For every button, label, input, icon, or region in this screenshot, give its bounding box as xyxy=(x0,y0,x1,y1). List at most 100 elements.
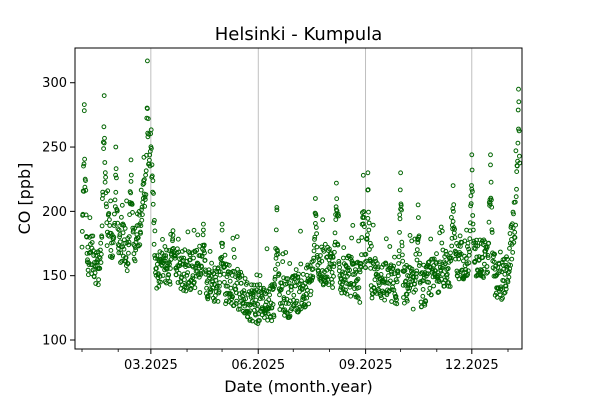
data-point xyxy=(122,226,128,231)
data-point xyxy=(436,279,442,285)
data-point xyxy=(414,247,420,253)
data-point xyxy=(101,124,107,130)
data-point xyxy=(266,297,272,303)
data-point xyxy=(82,156,87,162)
y-axis-label: CO [ppb] xyxy=(15,163,34,235)
data-point xyxy=(103,201,109,207)
data-point xyxy=(435,273,441,278)
data-point xyxy=(311,258,316,264)
data-point xyxy=(270,302,276,307)
data-point xyxy=(428,292,434,298)
data-point xyxy=(167,261,172,267)
data-point xyxy=(475,243,481,249)
data-point xyxy=(216,289,222,294)
data-point xyxy=(294,279,299,285)
data-point xyxy=(366,209,371,215)
data-point xyxy=(131,251,137,257)
data-point xyxy=(132,258,138,264)
data-point xyxy=(200,232,206,238)
data-point xyxy=(488,152,493,158)
data-point xyxy=(139,207,144,213)
data-point xyxy=(417,251,423,257)
data-point xyxy=(245,292,251,297)
data-point xyxy=(119,202,125,208)
data-point xyxy=(151,191,156,196)
data-point xyxy=(497,292,503,298)
data-point xyxy=(283,301,289,306)
x-axis-label: Date (month.year) xyxy=(224,377,373,396)
data-point xyxy=(468,220,473,226)
data-point xyxy=(158,279,163,285)
data-point xyxy=(491,254,496,260)
data-point xyxy=(241,297,247,302)
data-point xyxy=(508,262,514,268)
data-point xyxy=(107,217,112,223)
data-point xyxy=(481,266,487,272)
data-point xyxy=(463,267,469,273)
data-point xyxy=(331,261,337,267)
data-point xyxy=(309,267,315,273)
data-point xyxy=(99,223,105,229)
data-point xyxy=(310,274,316,280)
data-point xyxy=(127,212,133,218)
data-point xyxy=(241,288,247,294)
data-point xyxy=(271,314,277,320)
data-point xyxy=(186,263,192,269)
data-point xyxy=(247,308,253,314)
data-point xyxy=(117,234,122,240)
data-point xyxy=(515,107,521,113)
data-point xyxy=(142,194,148,200)
data-point xyxy=(250,318,255,324)
data-point xyxy=(274,207,280,213)
data-point xyxy=(466,260,472,266)
data-point xyxy=(497,268,503,274)
data-point xyxy=(376,282,382,288)
data-point xyxy=(148,127,154,133)
data-point xyxy=(181,255,187,261)
data-point xyxy=(135,235,141,241)
data-point xyxy=(198,268,204,274)
data-point xyxy=(130,210,135,215)
data-point xyxy=(125,250,131,256)
data-point xyxy=(81,108,87,114)
data-point xyxy=(149,162,155,168)
data-point xyxy=(416,263,422,268)
plot-frame xyxy=(74,47,523,350)
data-point xyxy=(172,255,178,261)
data-point xyxy=(244,280,250,286)
data-point xyxy=(398,170,404,176)
data-point xyxy=(298,306,304,312)
data-point xyxy=(170,232,176,238)
data-point xyxy=(485,269,491,275)
data-point xyxy=(416,215,421,221)
data-point xyxy=(104,220,110,226)
data-point xyxy=(484,270,490,276)
data-point xyxy=(391,263,397,269)
data-point xyxy=(356,238,362,244)
data-point xyxy=(415,202,421,208)
data-point xyxy=(431,283,437,289)
data-point xyxy=(107,223,113,228)
data-point xyxy=(450,219,456,224)
data-point xyxy=(363,265,369,271)
data-point xyxy=(298,228,303,234)
data-point xyxy=(96,277,101,283)
data-point xyxy=(190,264,196,270)
data-point xyxy=(91,253,97,258)
data-point xyxy=(220,241,226,246)
data-point xyxy=(285,276,291,282)
data-point xyxy=(359,235,365,240)
y-axis: 100 150 200 250 300 xyxy=(42,76,75,348)
data-point xyxy=(85,267,91,273)
data-point xyxy=(276,271,282,277)
data-point xyxy=(310,266,316,272)
data-point xyxy=(414,257,420,263)
data-point xyxy=(444,271,450,277)
data-point xyxy=(516,128,522,134)
data-point xyxy=(152,253,158,258)
data-point xyxy=(205,294,211,300)
data-point xyxy=(462,238,468,244)
data-point xyxy=(334,196,340,202)
data-point xyxy=(341,245,347,251)
data-point xyxy=(100,192,106,198)
